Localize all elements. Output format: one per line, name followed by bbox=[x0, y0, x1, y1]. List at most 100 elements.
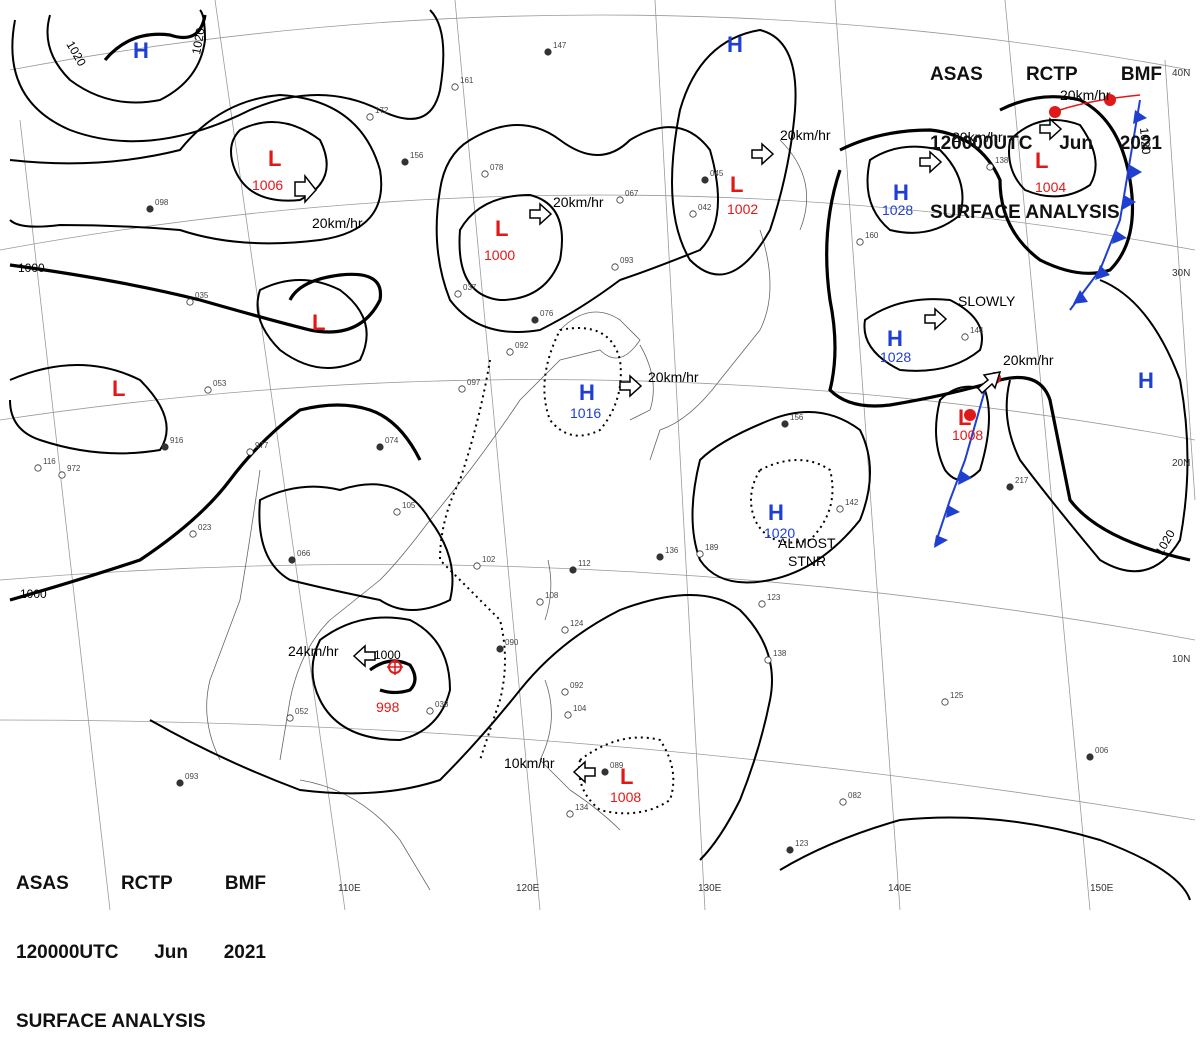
meridian-100e bbox=[19, 119, 111, 911]
high-off-japan-letter: H bbox=[887, 326, 903, 351]
station-pressure-label: 053 bbox=[213, 379, 227, 388]
trough-philippines-low bbox=[578, 736, 675, 815]
isobar-far-west bbox=[9, 364, 168, 455]
station-circle bbox=[689, 210, 697, 218]
station-pressure-label: 023 bbox=[198, 523, 212, 532]
lon-label-150e: 150E bbox=[1090, 883, 1114, 894]
movement-label-bonin: 20km/hr bbox=[1003, 352, 1054, 368]
meridian-160e bbox=[1164, 59, 1196, 501]
station-circle bbox=[566, 810, 574, 818]
station-circle bbox=[561, 688, 569, 696]
movement-label-ecs-high: 20km/hr bbox=[648, 369, 699, 385]
lat-label-10n: 10N bbox=[1172, 654, 1190, 665]
station-circle bbox=[506, 348, 514, 356]
high-off-japan-pressure: 1028 bbox=[880, 349, 911, 365]
low-manchuria-letter: L bbox=[730, 172, 743, 197]
meridian-110e bbox=[214, 0, 346, 911]
header-tr-line2: 120000UTC Jun 2021 bbox=[930, 132, 1162, 155]
station-pressure-label: 092 bbox=[570, 681, 584, 690]
station-pressure-label: 093 bbox=[620, 256, 634, 265]
coast-hokkaido bbox=[779, 139, 808, 231]
movement-label-slowly: SLOWLY bbox=[958, 293, 1016, 309]
station-pressure-label: 125 bbox=[950, 691, 964, 700]
move-arrow-icon-tc bbox=[352, 644, 376, 668]
move-arrow-icon-ecs-high bbox=[619, 374, 643, 398]
station-circle bbox=[1086, 753, 1094, 761]
low-mongolia-letter: L bbox=[268, 146, 281, 171]
tropical-cyclone: 1000 bbox=[374, 648, 403, 675]
lat-label-30n: 30N bbox=[1172, 268, 1190, 279]
isobar-central-belt bbox=[258, 483, 454, 611]
station-pressure-label: 038 bbox=[435, 700, 449, 709]
meridian-150e bbox=[1004, 0, 1091, 911]
isobar-tc-inner bbox=[369, 659, 417, 695]
isobar-south-china-sea-tc bbox=[311, 616, 452, 742]
header-bl-source: ASAS bbox=[16, 873, 69, 894]
parallel-30n bbox=[0, 194, 1196, 251]
station-circle bbox=[376, 443, 384, 451]
high-sea-of-japan-letter: H bbox=[893, 180, 909, 205]
almost-stnr-label-2: STNR bbox=[788, 553, 826, 569]
header-bl-code: BMF bbox=[224, 873, 266, 894]
move-arrow-icon-bonin bbox=[976, 371, 1002, 395]
station-circle bbox=[569, 566, 577, 574]
cold-front-kuril-pip-5 bbox=[1073, 290, 1088, 304]
station-circle bbox=[451, 83, 459, 91]
station-circle bbox=[496, 645, 504, 653]
station-circle bbox=[986, 163, 994, 171]
cold-front-kuril-pip-2 bbox=[1122, 195, 1136, 210]
lon-label-130e: 130E bbox=[698, 883, 722, 894]
station-pressure-label: 090 bbox=[505, 638, 519, 647]
isobar-nw-outer bbox=[11, 9, 445, 143]
station-pressure-label: 116 bbox=[43, 457, 56, 466]
isobar-pacific-loop bbox=[691, 411, 871, 584]
movement-label-north-china: 20km/hr bbox=[553, 194, 604, 210]
station-pressure-label: 138 bbox=[773, 649, 787, 658]
station-circle bbox=[288, 556, 296, 564]
station-pressure-label: 156 bbox=[410, 151, 424, 160]
station-circle bbox=[1006, 483, 1014, 491]
station-pressure-label: 082 bbox=[848, 791, 862, 800]
high-east-pacific-letter: H bbox=[1138, 368, 1154, 393]
isobar-label-1000-sw: 1000 bbox=[20, 587, 47, 601]
cold-front-kuril-pip-6 bbox=[1133, 110, 1147, 124]
trough-china-coast bbox=[438, 359, 506, 761]
coast-korea bbox=[629, 344, 654, 421]
isobar-h1028-north bbox=[866, 145, 964, 234]
high-nw-letter: H bbox=[133, 38, 149, 63]
station-pressure-label: 147 bbox=[553, 41, 567, 50]
high-east-china-sea-letter: H bbox=[579, 380, 595, 405]
station-circle bbox=[393, 508, 401, 516]
station-circle bbox=[161, 443, 169, 451]
troughs bbox=[438, 327, 834, 815]
station-circle bbox=[941, 698, 949, 706]
move-arrow-icon-h1028 bbox=[919, 150, 943, 174]
isobars-thick bbox=[9, 14, 1191, 695]
station-circle bbox=[531, 316, 539, 324]
station-circle bbox=[473, 562, 481, 570]
station-pressure-label: 161 bbox=[460, 76, 474, 85]
station-pressure-label: 105 bbox=[402, 501, 416, 510]
header-bl-station: RCTP bbox=[120, 873, 173, 894]
move-arrow-icon-slowly bbox=[924, 307, 948, 331]
pressure-systems: H H L 1006 L 1000 L 1002 H 1028 L 1004 L… bbox=[112, 32, 1154, 805]
coast-china bbox=[279, 311, 641, 761]
station-pressure-label: 916 bbox=[170, 436, 184, 445]
high-philippine-sea-letter: H bbox=[768, 500, 784, 525]
low-philippines-pressure: 1008 bbox=[610, 789, 641, 805]
station-circle bbox=[961, 333, 969, 341]
cold-front-kuril bbox=[1069, 99, 1141, 311]
isobars-thin bbox=[9, 9, 1191, 901]
station-pressure-label: 977 bbox=[255, 441, 269, 450]
station-pressure-label: 217 bbox=[1015, 476, 1029, 485]
cold-front-bonin-pip-1 bbox=[958, 470, 972, 485]
coast-indochina bbox=[206, 469, 261, 761]
isobar-label-1000-w: 1000 bbox=[18, 261, 45, 275]
move-arrow-icon-north-china bbox=[529, 202, 553, 226]
isobar-h1028-south bbox=[863, 298, 983, 372]
station-circle bbox=[601, 768, 609, 776]
isobar-1020-outer-east bbox=[825, 169, 1191, 562]
station-circle bbox=[611, 263, 619, 271]
isobar-pacific-big bbox=[779, 816, 1191, 901]
station-pressure-label: 093 bbox=[185, 772, 199, 781]
